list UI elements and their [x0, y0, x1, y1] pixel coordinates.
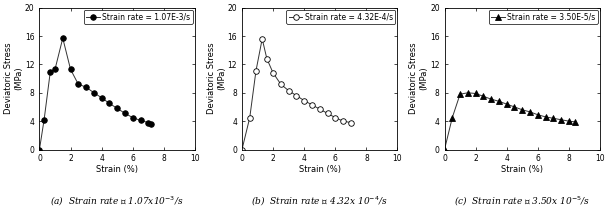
Strain rate = 3.50E-5/s — [550, 117, 557, 120]
Strain rate = 4.32E-4/s — [308, 104, 315, 106]
Strain rate = 1.07E-3/s — [113, 107, 121, 110]
Legend: Strain rate = 1.07E-3/s: Strain rate = 1.07E-3/s — [84, 10, 192, 23]
Strain rate = 3.50E-5/s — [488, 98, 495, 100]
Strain rate = 1.07E-3/s — [129, 116, 136, 119]
Strain rate = 3.50E-5/s — [565, 120, 572, 122]
Strain rate = 1.07E-3/s — [75, 83, 82, 85]
Strain rate = 1.07E-3/s — [137, 119, 144, 122]
Strain rate = 4.32E-4/s — [293, 94, 300, 97]
Strain rate = 3.50E-5/s — [472, 92, 479, 95]
Strain rate = 1.07E-3/s — [51, 68, 58, 71]
Line: Strain rate = 3.50E-5/s: Strain rate = 3.50E-5/s — [442, 90, 578, 152]
X-axis label: Strain (%): Strain (%) — [501, 165, 543, 174]
Strain rate = 1.07E-3/s — [98, 96, 105, 99]
Strain rate = 3.50E-5/s — [449, 116, 456, 119]
Strain rate = 3.50E-5/s — [495, 100, 502, 103]
Strain rate = 1.07E-3/s — [82, 86, 90, 88]
Legend: Strain rate = 3.50E-5/s: Strain rate = 3.50E-5/s — [489, 10, 597, 23]
Strain rate = 4.32E-4/s — [246, 116, 253, 119]
Strain rate = 1.07E-3/s — [90, 92, 97, 94]
Strain rate = 1.07E-3/s — [36, 148, 43, 151]
Strain rate = 3.50E-5/s — [534, 113, 541, 116]
Strain rate = 3.50E-5/s — [557, 118, 565, 121]
Strain rate = 4.32E-4/s — [238, 148, 245, 151]
Y-axis label: Deviatoric Stress
(MPa): Deviatoric Stress (MPa) — [409, 43, 429, 114]
Strain rate = 4.32E-4/s — [269, 72, 276, 74]
X-axis label: Strain (%): Strain (%) — [96, 165, 138, 174]
Strain rate = 3.50E-5/s — [456, 93, 463, 95]
Strain rate = 3.50E-5/s — [511, 106, 518, 108]
Strain rate = 1.07E-3/s — [59, 37, 66, 39]
Strain rate = 4.32E-4/s — [277, 83, 284, 85]
Strain rate = 4.32E-4/s — [285, 89, 292, 92]
Strain rate = 4.32E-4/s — [259, 38, 266, 40]
Text: (b)  Strain rate ： 4.32x 10$^{-4}$/s: (b) Strain rate ： 4.32x 10$^{-4}$/s — [252, 195, 388, 208]
Strain rate = 4.32E-4/s — [263, 58, 270, 60]
Line: Strain rate = 4.32E-4/s: Strain rate = 4.32E-4/s — [239, 36, 354, 152]
Strain rate = 3.50E-5/s — [480, 95, 487, 98]
Strain rate = 1.07E-3/s — [47, 70, 54, 73]
Strain rate = 3.50E-5/s — [464, 92, 471, 94]
Strain rate = 4.32E-4/s — [339, 120, 347, 122]
Strain rate = 1.07E-3/s — [145, 121, 152, 124]
Strain rate = 4.32E-4/s — [324, 112, 331, 115]
Strain rate = 1.07E-3/s — [121, 112, 128, 115]
Strain rate = 3.50E-5/s — [441, 148, 448, 151]
Strain rate = 4.32E-4/s — [316, 108, 323, 110]
Strain rate = 4.32E-4/s — [300, 99, 308, 102]
Strain rate = 3.50E-5/s — [571, 121, 579, 123]
Strain rate = 4.32E-4/s — [332, 116, 339, 119]
Strain rate = 4.32E-4/s — [252, 69, 259, 72]
Strain rate = 1.07E-3/s — [106, 102, 113, 105]
Strain rate = 1.07E-3/s — [148, 123, 155, 125]
Strain rate = 3.50E-5/s — [526, 111, 533, 113]
Text: (a)  Strain rate ： 1.07x10$^{-3}$/s: (a) Strain rate ： 1.07x10$^{-3}$/s — [51, 195, 184, 208]
Y-axis label: Deviatoric Stress
(MPa): Deviatoric Stress (MPa) — [4, 43, 24, 114]
Strain rate = 3.50E-5/s — [503, 103, 510, 105]
Strain rate = 1.07E-3/s — [67, 68, 74, 71]
Strain rate = 4.32E-4/s — [347, 121, 354, 124]
Strain rate = 3.50E-5/s — [542, 116, 549, 118]
Line: Strain rate = 1.07E-3/s: Strain rate = 1.07E-3/s — [37, 35, 154, 152]
Strain rate = 3.50E-5/s — [519, 108, 526, 111]
Strain rate = 1.07E-3/s — [40, 118, 48, 121]
Legend: Strain rate = 4.32E-4/s: Strain rate = 4.32E-4/s — [286, 10, 395, 23]
X-axis label: Strain (%): Strain (%) — [299, 165, 340, 174]
Y-axis label: Deviatoric Stress
(MPa): Deviatoric Stress (MPa) — [206, 43, 226, 114]
Text: (c)  Strain rate ： 3.50x 10$^{-5}$/s: (c) Strain rate ： 3.50x 10$^{-5}$/s — [454, 195, 590, 208]
